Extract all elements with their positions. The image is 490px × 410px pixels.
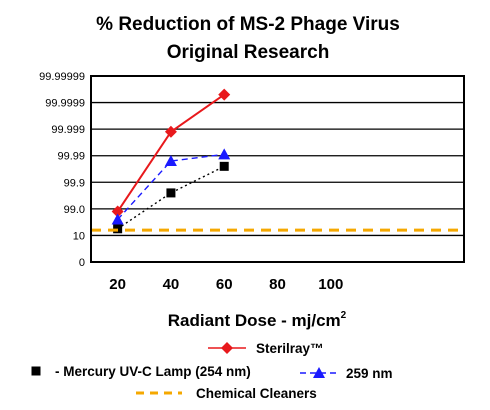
- y-tick-label: 99.0: [64, 204, 85, 216]
- x-tick-label: 20: [109, 276, 126, 293]
- chart-title-line2: Original Research: [167, 42, 330, 63]
- plot-area: [90, 75, 465, 263]
- grid-lines: [91, 75, 464, 237]
- legend-label: - Mercury UV-C Lamp (254 nm): [55, 364, 251, 379]
- y-tick-label: 99.9999: [45, 98, 85, 110]
- data-point: [111, 213, 124, 225]
- data-point: [166, 188, 176, 198]
- y-tick-label: 10: [73, 230, 85, 242]
- y-tick-label: 0: [79, 257, 85, 269]
- x-tick-label: 60: [216, 276, 233, 293]
- legend-marker: [313, 367, 325, 378]
- x-axis-label: Radiant Dose - mj/cm2: [168, 310, 347, 330]
- y-tick-label: 99.99999: [39, 71, 85, 83]
- legend-marker: [31, 366, 41, 376]
- data-point: [218, 88, 231, 101]
- data-point: [111, 205, 124, 218]
- x-tick-label: 80: [269, 276, 286, 293]
- series-line-2: [117, 153, 225, 220]
- x-axis-label-main: Radiant Dose - mj/cm: [168, 311, 341, 330]
- x-tick-labels: 20 40 60 80 100: [109, 276, 343, 293]
- x-axis-label-sup: 2: [341, 310, 347, 321]
- data-point: [164, 125, 177, 138]
- legend-label: Chemical Cleaners: [196, 386, 317, 401]
- legend-marker: [221, 342, 233, 354]
- y-tick-label: 99.999: [51, 124, 85, 136]
- legend-label: Sterilray™: [256, 341, 324, 356]
- legend-label: 259 nm: [346, 366, 393, 381]
- data-point: [164, 155, 177, 167]
- series-layer: [91, 88, 464, 234]
- data-point: [218, 148, 231, 160]
- chart-title-line1: % Reduction of MS-2 Phage Virus: [96, 14, 400, 35]
- legend: Sterilray™ - Mercury UV-C Lamp (254 nm) 25…: [31, 341, 393, 401]
- y-tick-labels: 0 10 99.0 99.9 99.99 99.999 99.9999 99.99999: [39, 71, 85, 269]
- y-tick-label: 99.99: [57, 151, 85, 163]
- y-tick-label: 99.9: [64, 177, 85, 189]
- x-tick-label: 100: [318, 276, 343, 293]
- x-tick-label: 40: [163, 276, 180, 293]
- data-point: [219, 161, 229, 171]
- series-line-1: [117, 165, 225, 230]
